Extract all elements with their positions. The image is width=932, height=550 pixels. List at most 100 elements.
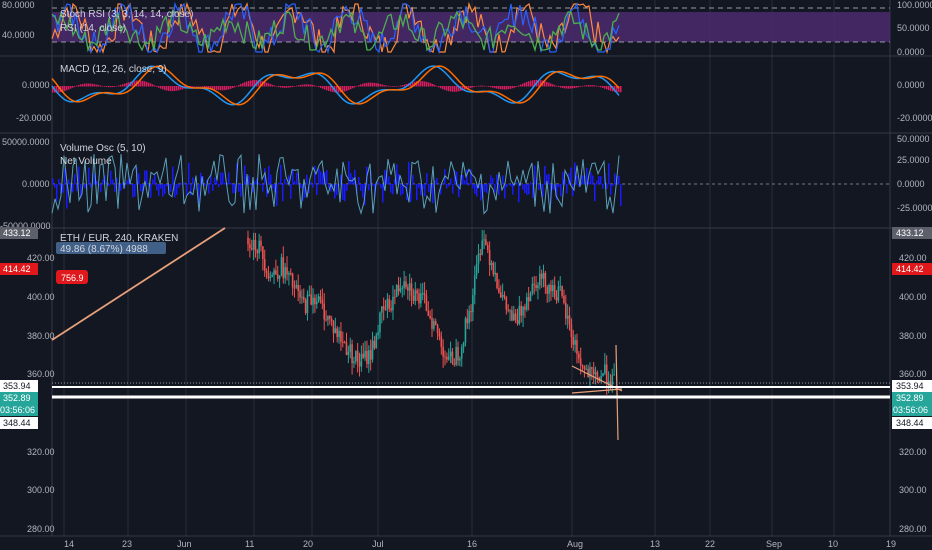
macd-hist-bar [348, 86, 350, 91]
candle-body [276, 274, 279, 279]
macd-hist-bar [610, 86, 612, 91]
net-volume-bar [432, 184, 434, 204]
net-volume-bar [466, 169, 468, 185]
candle-body [503, 295, 506, 297]
candle-body [286, 267, 288, 275]
macd-hist-bar [496, 86, 498, 89]
net-volume-bar [122, 182, 124, 185]
net-volume-bar [426, 173, 428, 185]
net-volume-bar [150, 184, 152, 198]
candle-body [548, 284, 550, 294]
stoch-right-tick-50: 50.0000 [897, 23, 930, 33]
net-volume-bar [148, 184, 150, 187]
candle-body [351, 344, 353, 363]
candle-body [388, 298, 391, 309]
candle-body [347, 351, 350, 355]
net-volume-bar [160, 184, 162, 189]
stoch-rsi-pane[interactable]: Stoch RSI (3, 3, 14, 14, close) RSI (14,… [2, 0, 932, 57]
candle-body [386, 298, 389, 310]
projection-line[interactable] [615, 344, 619, 441]
net-volume-bar [606, 184, 608, 189]
right-tag-marked: 414.42 [896, 264, 924, 274]
candle-body [321, 299, 324, 304]
macd-hist-bar [278, 86, 280, 88]
trendline[interactable] [51, 227, 226, 341]
macd-hist-bar [568, 86, 570, 89]
candle-body [414, 290, 417, 301]
time-axis[interactable]: 14 23 Jun 11 20 Jul 16 Aug 13 22 Sep 10 … [64, 539, 896, 549]
macd-hist-bar [426, 81, 428, 87]
macd-hist-bar [326, 86, 328, 91]
net-volume-bar [248, 175, 250, 185]
volume-pane[interactable]: Volume Osc (5, 10) Net Volume 50000.0000… [0, 134, 932, 231]
net-volume-bar [446, 184, 448, 189]
candle-body [263, 259, 266, 271]
candle-body [247, 237, 249, 245]
candle-body [273, 270, 275, 276]
net-volume-bar [198, 184, 200, 204]
time-tick-22: 22 [705, 539, 715, 549]
net-volume-bar [524, 184, 526, 193]
macd-hist-bar [198, 85, 200, 87]
macd-hist-bar [478, 85, 480, 87]
net-volume-bar [608, 163, 610, 185]
candle-body [392, 296, 394, 311]
macd-hist-bar [106, 86, 108, 87]
macd-hist-bar [484, 85, 486, 87]
net-volume-bar [574, 162, 576, 185]
candle-body [475, 264, 478, 276]
triangle-lower-line[interactable] [571, 388, 623, 394]
candle-body [360, 353, 363, 367]
macd-hist-bar [202, 86, 204, 87]
macd-hist-bar [598, 86, 600, 87]
candle-body [555, 297, 558, 301]
net-volume-bar [490, 175, 492, 185]
candle-body [328, 315, 331, 319]
net-volume-bar [610, 184, 612, 195]
macd-hist-bar [222, 86, 224, 91]
stoch-right-tick-0: 0.0000 [897, 47, 925, 57]
candle-body [568, 315, 571, 325]
badge-box[interactable] [56, 270, 88, 284]
price-left-tick-360: 360.00 [27, 369, 55, 379]
macd-hist-bar [78, 84, 80, 87]
candle-body [535, 284, 537, 289]
candle-body [605, 364, 608, 384]
candle-body [446, 356, 448, 360]
macd-hist-bar [258, 80, 260, 87]
candle-body [449, 351, 452, 357]
net-volume-bar [300, 184, 302, 189]
net-volume-bar [190, 184, 192, 196]
macd-hist-bar [180, 86, 182, 90]
net-volume-bar [120, 184, 122, 191]
macd-pane[interactable]: MACD (12, 26, close, 9) 0.0000 -20.0000 … [16, 64, 932, 123]
net-volume-bar [456, 171, 458, 185]
net-volume-bar [532, 184, 534, 198]
candle-body [563, 295, 565, 303]
net-volume-bar [166, 184, 168, 187]
macd-hist-bar [398, 85, 400, 87]
time-tick-13: 13 [650, 539, 660, 549]
right-tag-line-a: 353.94 [896, 381, 924, 391]
macd-hist-bar [228, 86, 230, 90]
candle-body [364, 350, 366, 358]
net-volume-bar [290, 184, 292, 199]
macd-hist-bar [574, 86, 576, 88]
net-volume-bar [60, 184, 62, 194]
net-volume-bar [130, 184, 132, 185]
macd-hist-bar [332, 86, 334, 93]
macd-hist-bar [506, 86, 508, 90]
net-volume-bar [280, 164, 282, 185]
net-volume-bar [240, 184, 242, 197]
candle-body [572, 336, 575, 345]
time-tick-sep: Sep [766, 539, 782, 549]
macd-hist-bar [604, 86, 606, 89]
right-price-tags: 433.12 414.42 353.94 352.89 03:56:06 348… [892, 227, 932, 429]
macd-hist-bar [590, 85, 592, 87]
candle-body [369, 350, 372, 360]
net-volume-bar [146, 170, 148, 185]
macd-hist-bar [144, 81, 146, 87]
candle-body [604, 364, 606, 374]
price-pane[interactable]: ETH / EUR, 240, KRAKEN 49.86 (8.67%) 498… [27, 227, 927, 534]
